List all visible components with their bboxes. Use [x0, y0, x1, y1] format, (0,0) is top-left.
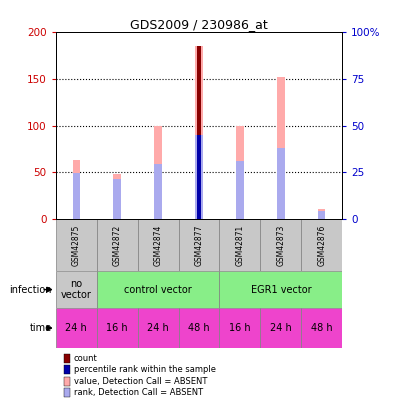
Bar — [56, 308, 97, 348]
Bar — [113, 179, 121, 219]
Bar — [138, 219, 179, 271]
Bar — [318, 211, 326, 219]
Text: count: count — [74, 354, 98, 363]
Text: control vector: control vector — [124, 285, 192, 294]
Bar — [236, 161, 244, 219]
Bar — [260, 219, 301, 271]
Text: GSM42874: GSM42874 — [154, 224, 162, 266]
Bar — [197, 46, 201, 219]
Bar — [113, 174, 121, 219]
Bar — [179, 308, 219, 348]
Bar — [97, 308, 138, 348]
Text: 16 h: 16 h — [106, 323, 128, 333]
Text: 16 h: 16 h — [229, 323, 251, 333]
Bar — [301, 219, 342, 271]
Text: GSM42875: GSM42875 — [72, 224, 81, 266]
Bar — [301, 308, 342, 348]
Bar — [179, 219, 219, 271]
Bar — [236, 126, 244, 219]
Bar — [138, 308, 179, 348]
Bar — [219, 219, 260, 271]
Text: GSM42871: GSM42871 — [236, 224, 244, 266]
Text: GSM42877: GSM42877 — [195, 224, 203, 266]
Text: 48 h: 48 h — [311, 323, 333, 333]
Text: 24 h: 24 h — [270, 323, 292, 333]
Text: time: time — [29, 323, 52, 333]
Text: percentile rank within the sample: percentile rank within the sample — [74, 365, 216, 374]
Text: GSM42876: GSM42876 — [317, 224, 326, 266]
Bar — [219, 308, 260, 348]
Bar — [195, 135, 203, 219]
Text: EGR1 vector: EGR1 vector — [251, 285, 311, 294]
Bar — [154, 164, 162, 219]
Bar — [260, 308, 301, 348]
Text: no
vector: no vector — [61, 279, 92, 301]
Text: 24 h: 24 h — [147, 323, 169, 333]
Text: GSM42873: GSM42873 — [276, 224, 285, 266]
Bar — [56, 271, 97, 308]
Bar — [72, 160, 80, 219]
Bar — [72, 173, 80, 219]
Text: 48 h: 48 h — [188, 323, 210, 333]
Bar — [219, 271, 342, 308]
Text: value, Detection Call = ABSENT: value, Detection Call = ABSENT — [74, 377, 207, 386]
Bar — [154, 126, 162, 219]
Bar — [97, 219, 138, 271]
Bar — [195, 46, 203, 219]
Title: GDS2009 / 230986_at: GDS2009 / 230986_at — [130, 18, 268, 31]
Bar — [56, 219, 97, 271]
Bar — [197, 135, 201, 219]
Bar — [277, 77, 285, 219]
Bar — [97, 271, 219, 308]
Bar — [277, 148, 285, 219]
Bar — [318, 209, 326, 219]
Text: 24 h: 24 h — [65, 323, 87, 333]
Text: rank, Detection Call = ABSENT: rank, Detection Call = ABSENT — [74, 388, 203, 397]
Text: infection: infection — [9, 285, 52, 294]
Text: GSM42872: GSM42872 — [113, 224, 122, 266]
